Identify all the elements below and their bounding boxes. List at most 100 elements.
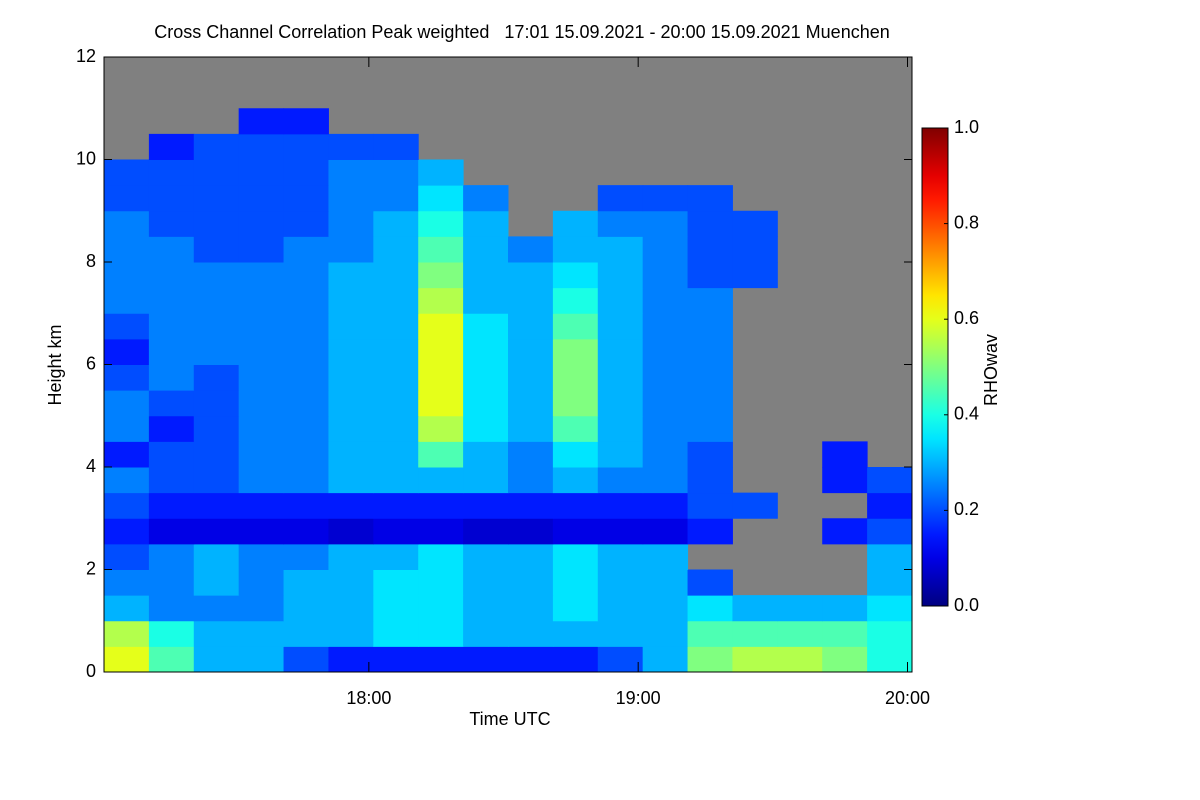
- heatmap-cell: [283, 338, 329, 365]
- heatmap-cell: [193, 185, 240, 212]
- heatmap-cell: [104, 595, 150, 622]
- heatmap-cell: [732, 262, 778, 289]
- heatmap-cell: [373, 364, 419, 391]
- heatmap-cell: [552, 390, 599, 417]
- heatmap-cell: [687, 518, 733, 545]
- heatmap-cell: [687, 287, 733, 314]
- colorbar-tick-label: 0.4: [954, 404, 979, 424]
- y-tick-label: 2: [86, 558, 96, 578]
- heatmap-cell: [328, 595, 374, 622]
- x-tick-label: 19:00: [616, 688, 661, 708]
- heatmap-cell: [867, 569, 913, 596]
- heatmap-cell: [283, 313, 329, 340]
- heatmap-cell: [104, 210, 150, 237]
- chart-title: Cross Channel Correlation Peak weighted …: [154, 22, 890, 42]
- x-tick-label: 18:00: [346, 688, 391, 708]
- heatmap-cell: [418, 441, 464, 468]
- heatmap-cell: [418, 185, 464, 212]
- heatmap-cell: [552, 262, 599, 289]
- heatmap-cell: [508, 441, 554, 468]
- heatmap-cell: [193, 287, 240, 314]
- heatmap-cell: [373, 313, 419, 340]
- heatmap-cell: [283, 364, 329, 391]
- heatmap-cell: [148, 287, 195, 314]
- heatmap-cell: [104, 390, 150, 417]
- heatmap-cell: [642, 518, 689, 545]
- heatmap-cell: [642, 390, 689, 417]
- heatmap-cell: [104, 287, 150, 314]
- colorbar-tick-label: 0.0: [954, 595, 979, 615]
- heatmap-cell: [687, 262, 733, 289]
- heatmap-cell: [193, 210, 240, 237]
- heatmap-cell: [238, 133, 285, 160]
- heatmap-cell: [148, 185, 195, 212]
- heatmap-cell: [597, 415, 644, 442]
- heatmap-cell: [238, 415, 285, 442]
- heatmap-cell: [732, 646, 778, 673]
- heatmap-cell: [328, 569, 374, 596]
- heatmap-cell: [463, 595, 509, 622]
- heatmap-cell: [373, 287, 419, 314]
- heatmap-cell: [238, 441, 285, 468]
- heatmap-cell: [193, 620, 240, 647]
- heatmap-cell: [418, 492, 464, 519]
- heatmap-cell: [642, 236, 689, 263]
- heatmap-cell: [687, 210, 733, 237]
- heatmap-cell: [193, 646, 240, 673]
- heatmap-cell: [822, 646, 868, 673]
- heatmap-cell: [687, 338, 733, 365]
- heatmap-cell: [148, 620, 195, 647]
- heatmap-cell: [373, 467, 419, 494]
- heatmap-cell: [193, 518, 240, 545]
- heatmap-cell: [552, 441, 599, 468]
- heatmap-cell: [867, 518, 913, 545]
- heatmap-cell: [328, 492, 374, 519]
- heatmap-cell: [732, 492, 778, 519]
- heatmap-cell: [283, 543, 329, 570]
- colorbar-tick-label: 0.8: [954, 212, 979, 232]
- heatmap-cell: [238, 210, 285, 237]
- colorbar-tick-label: 0.2: [954, 499, 979, 519]
- heatmap-cell: [642, 313, 689, 340]
- heatmap-cell: [328, 262, 374, 289]
- heatmap-cell: [238, 620, 285, 647]
- heatmap-cell: [508, 543, 554, 570]
- heatmap-cell: [328, 415, 374, 442]
- heatmap-cell: [328, 467, 374, 494]
- heatmap-cell: [238, 569, 285, 596]
- heatmap-cell: [463, 364, 509, 391]
- heatmap-cell: [508, 262, 554, 289]
- heatmap-cell: [597, 185, 644, 212]
- heatmap-cell: [418, 313, 464, 340]
- heatmap-cell: [238, 236, 285, 263]
- heatmap-cell: [238, 595, 285, 622]
- heatmap-cell: [732, 236, 778, 263]
- heatmap-cell: [328, 441, 374, 468]
- heatmap-cell: [418, 569, 464, 596]
- heatmap-cell: [104, 262, 150, 289]
- heatmap-cell: [373, 595, 419, 622]
- heatmap-cell: [463, 543, 509, 570]
- heatmap-cell: [732, 595, 778, 622]
- heatmap-cell: [328, 518, 374, 545]
- heatmap-cell: [508, 338, 554, 365]
- heatmap-cell: [418, 467, 464, 494]
- heatmap-cell: [463, 338, 509, 365]
- heatmap-cell: [328, 210, 374, 237]
- heatmap-cell: [822, 441, 868, 468]
- heatmap-cell: [328, 236, 374, 263]
- heatmap-cell: [328, 338, 374, 365]
- heatmap-cell: [283, 287, 329, 314]
- heatmap-cell: [687, 313, 733, 340]
- heatmap-cell: [193, 262, 240, 289]
- heatmap-cell: [552, 595, 599, 622]
- heatmap-cell: [373, 262, 419, 289]
- heatmap-cell: [238, 518, 285, 545]
- heatmap-cell: [373, 492, 419, 519]
- heatmap-cell: [193, 133, 240, 160]
- heatmap-cell: [238, 185, 285, 212]
- heatmap-cell: [373, 646, 419, 673]
- heatmap-cell: [238, 287, 285, 314]
- heatmap-cell: [148, 492, 195, 519]
- heatmap-cell: [148, 646, 195, 673]
